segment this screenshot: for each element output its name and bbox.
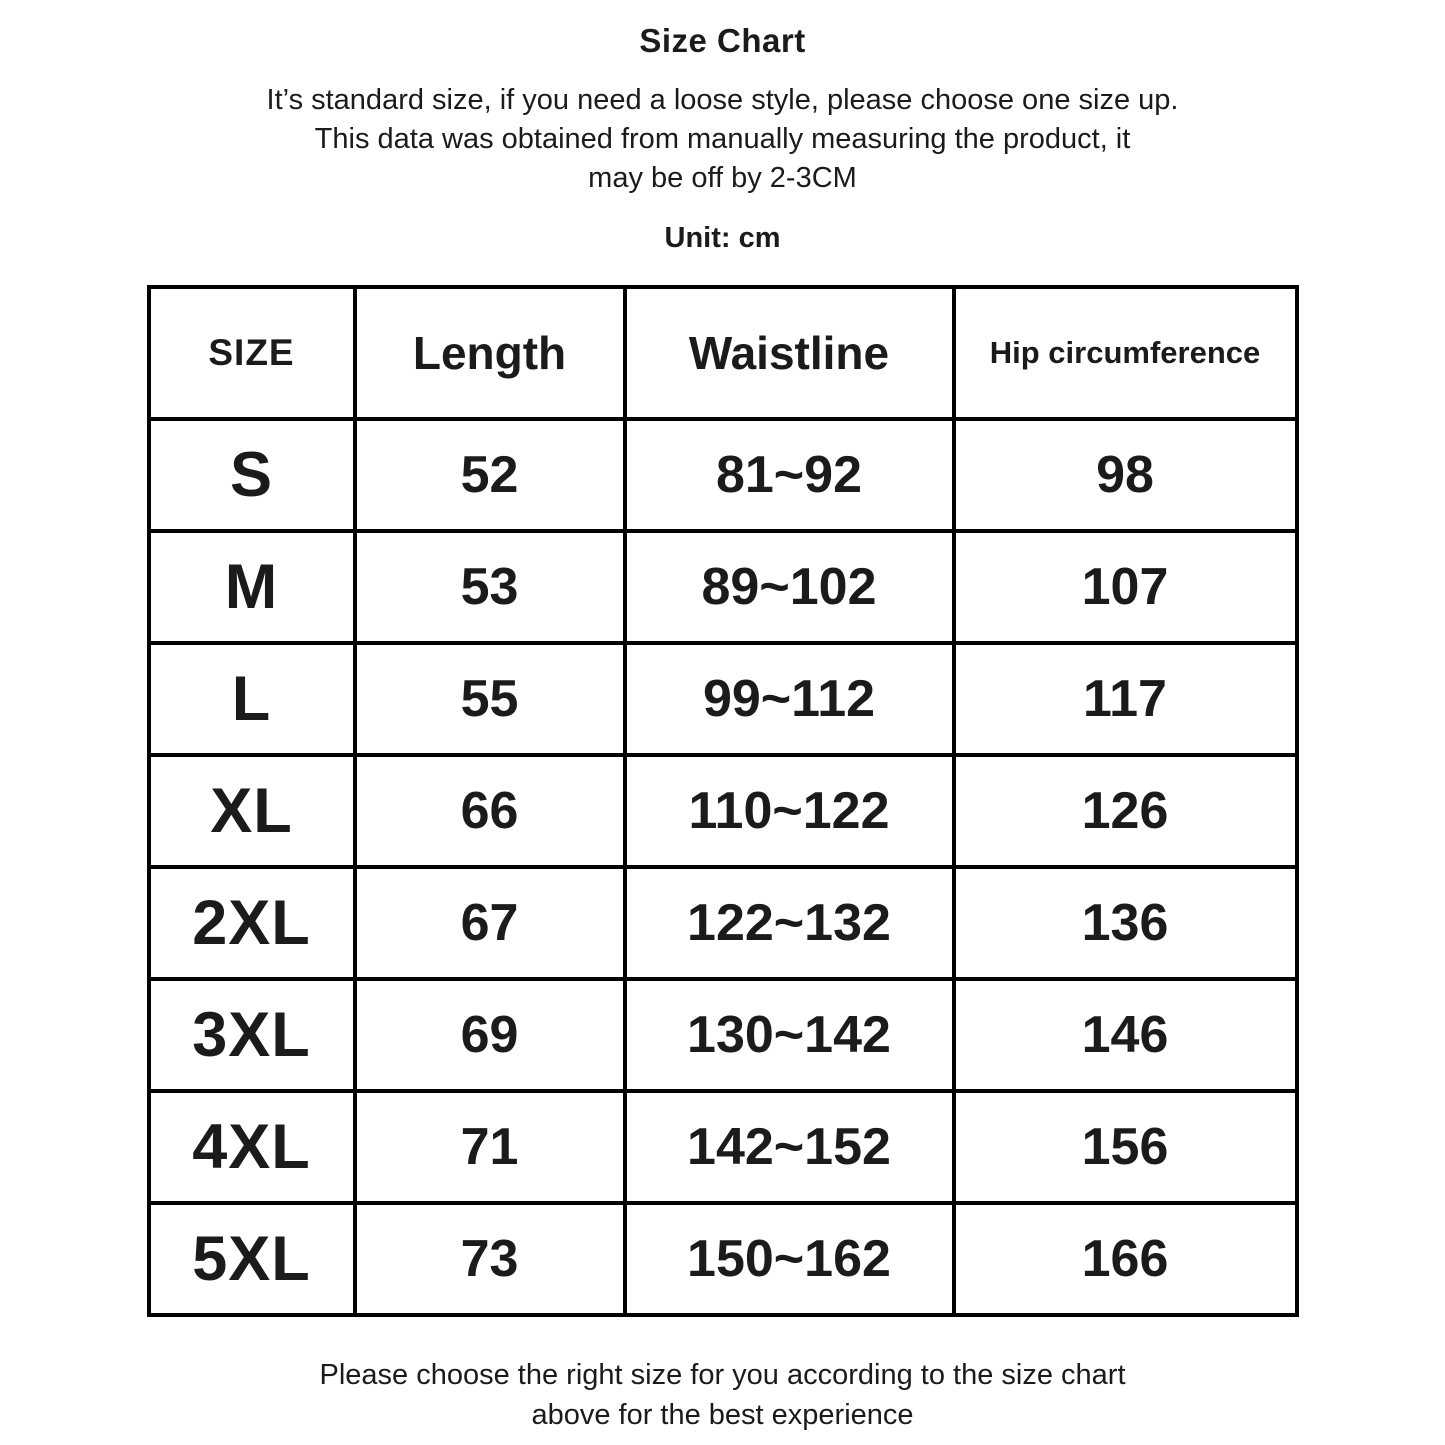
length-cell: 71 bbox=[352, 1089, 627, 1205]
table-row-3xl: 3XL 69 130~142 146 bbox=[146, 977, 1299, 1093]
waistline-cell: 99~112 bbox=[622, 641, 956, 757]
waistline-cell: 89~102 bbox=[622, 529, 956, 645]
table-header-row: SIZE Length Waistline Hip circumference bbox=[146, 285, 1299, 421]
column-header-length: Length bbox=[352, 285, 627, 421]
hip-cell: 107 bbox=[951, 529, 1299, 645]
table-row-2xl: 2XL 67 122~132 136 bbox=[146, 865, 1299, 981]
table-row-4xl: 4XL 71 142~152 156 bbox=[146, 1089, 1299, 1205]
subtitle-line-1: It’s standard size, if you need a loose … bbox=[266, 84, 1179, 116]
size-cell: M bbox=[146, 529, 357, 645]
table-row-5xl: 5XL 73 150~162 166 bbox=[146, 1201, 1299, 1317]
hip-cell: 126 bbox=[951, 753, 1299, 869]
unit-label: Unit: cm bbox=[664, 222, 781, 254]
size-cell: L bbox=[146, 641, 357, 757]
waistline-cell: 81~92 bbox=[622, 417, 956, 533]
column-header-hip-circumference: Hip circumference bbox=[951, 285, 1299, 421]
column-header-hip-label: Hip circumference bbox=[989, 334, 1261, 370]
footer-line-2: above for the best experience bbox=[531, 1399, 914, 1431]
footer-note: Please choose the right size for you acc… bbox=[0, 1355, 1445, 1435]
size-cell: S bbox=[146, 417, 357, 533]
length-cell: 52 bbox=[352, 417, 627, 533]
size-cell: 2XL bbox=[146, 865, 357, 981]
length-cell: 69 bbox=[352, 977, 627, 1093]
length-cell: 55 bbox=[352, 641, 627, 757]
size-table: SIZE Length Waistline Hip circumference … bbox=[146, 285, 1299, 1317]
footer-line-1: Please choose the right size for you acc… bbox=[319, 1359, 1126, 1391]
waistline-cell: 122~132 bbox=[622, 865, 956, 981]
size-cell: 5XL bbox=[146, 1201, 357, 1317]
hip-cell: 166 bbox=[951, 1201, 1299, 1317]
table-row-s: S 52 81~92 98 bbox=[146, 417, 1299, 533]
length-cell: 67 bbox=[352, 865, 627, 981]
size-cell: 4XL bbox=[146, 1089, 357, 1205]
hip-cell: 146 bbox=[951, 977, 1299, 1093]
size-cell: XL bbox=[146, 753, 357, 869]
subtitle-line-3: may be off by 2-3CM bbox=[588, 162, 857, 194]
length-cell: 53 bbox=[352, 529, 627, 645]
waistline-cell: 150~162 bbox=[622, 1201, 956, 1317]
subtitle: It’s standard size, if you need a loose … bbox=[0, 81, 1445, 198]
table-row-xl: XL 66 110~122 126 bbox=[146, 753, 1299, 869]
table-row-l: L 55 99~112 117 bbox=[146, 641, 1299, 757]
hip-cell: 98 bbox=[951, 417, 1299, 533]
length-cell: 73 bbox=[352, 1201, 627, 1317]
subtitle-line-2: This data was obtained from manually mea… bbox=[314, 123, 1131, 155]
page-title: Size Chart bbox=[639, 22, 806, 59]
waistline-cell: 110~122 bbox=[622, 753, 956, 869]
size-cell: 3XL bbox=[146, 977, 357, 1093]
table-row-m: M 53 89~102 107 bbox=[146, 529, 1299, 645]
column-header-size: SIZE bbox=[146, 285, 357, 421]
hip-cell: 136 bbox=[951, 865, 1299, 981]
hip-cell: 156 bbox=[951, 1089, 1299, 1205]
waistline-cell: 142~152 bbox=[622, 1089, 956, 1205]
hip-cell: 117 bbox=[951, 641, 1299, 757]
column-header-waistline: Waistline bbox=[622, 285, 956, 421]
waistline-cell: 130~142 bbox=[622, 977, 956, 1093]
length-cell: 66 bbox=[352, 753, 627, 869]
